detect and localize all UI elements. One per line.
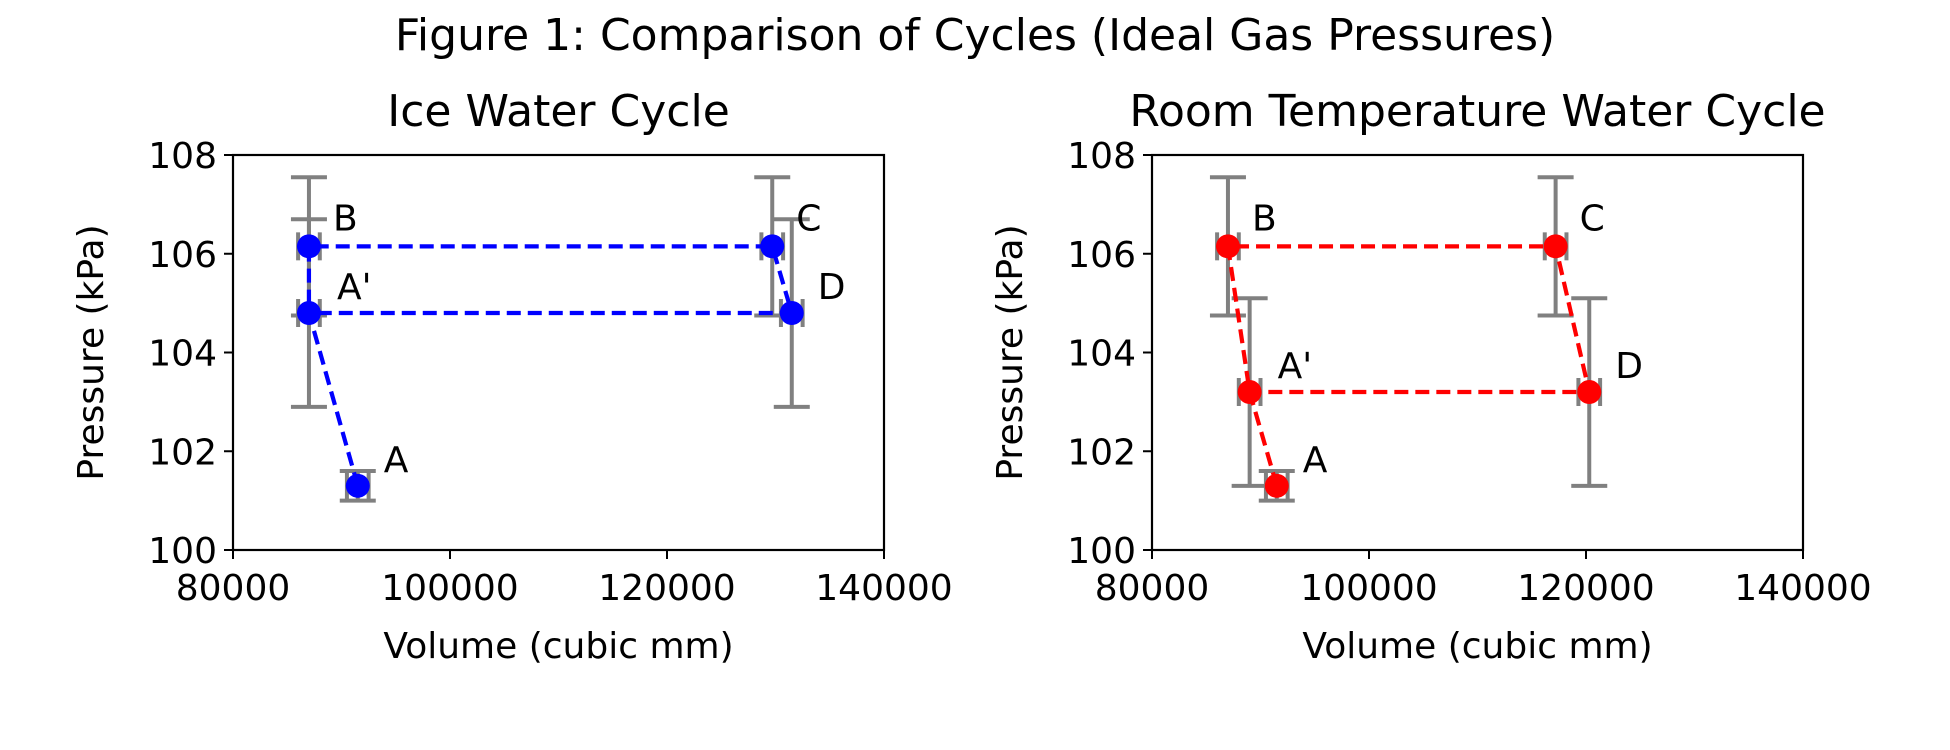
point-label-A: A	[1303, 440, 1328, 481]
x-axis-label: Volume (cubic mm)	[1302, 626, 1652, 667]
x-tick-label: 80000	[176, 568, 291, 609]
data-point-A	[1264, 473, 1289, 498]
y-tick-label: 108	[148, 136, 217, 177]
cycle-path-line	[306, 244, 794, 487]
subplot-title: Room Temperature Water Cycle	[1129, 86, 1825, 137]
data-point-B	[296, 234, 321, 259]
y-tick-label: 106	[1067, 235, 1136, 276]
x-tick-label: 140000	[815, 568, 952, 609]
ice-water-cycle-panel: Ice Water Cycle 80000 100000 120000 140000 10…	[71, 86, 953, 667]
y-axis-label: Pressure (kPa)	[71, 224, 112, 480]
cycle-path-line	[1225, 244, 1592, 487]
y-tick-label: 106	[148, 235, 217, 276]
y-tick-label: 104	[1067, 334, 1136, 375]
data-point-D	[1577, 380, 1602, 404]
point-label-A: A	[384, 440, 409, 481]
subplot-title: Ice Water Cycle	[387, 86, 730, 137]
y-tick-label: 100	[148, 531, 217, 572]
point-label-D: D	[818, 267, 846, 308]
x-tick-label: 120000	[1517, 568, 1654, 609]
y-axis-label: Pressure (kPa)	[990, 224, 1031, 480]
point-label-A': A'	[1278, 346, 1313, 387]
plot-frame	[231, 153, 886, 552]
point-label-C: C	[1580, 198, 1605, 239]
data-point-C	[1543, 234, 1568, 259]
point-label-A': A'	[337, 267, 372, 308]
point-label-B: B	[1252, 198, 1277, 239]
data-point-A'	[1237, 380, 1262, 404]
x-axis-label: Volume (cubic mm)	[383, 626, 733, 667]
data-point-A'	[296, 301, 321, 325]
x-tick-label: 80000	[1095, 568, 1210, 609]
data-point-B	[1215, 234, 1240, 259]
data-point-A	[345, 473, 370, 498]
y-tick-label: 102	[148, 432, 217, 473]
point-label-D: D	[1615, 346, 1643, 387]
x-tick-label: 120000	[598, 568, 735, 609]
y-tick-label: 104	[148, 334, 217, 375]
room-temperature-water-cycle-panel: Room Temperature Water Cycle 80000 100000 1…	[990, 86, 1872, 667]
figure-title: Figure 1: Comparison of Cycles (Ideal Ga…	[395, 10, 1555, 61]
x-tick-label: 100000	[1300, 568, 1437, 609]
y-tick-label: 100	[1067, 531, 1136, 572]
data-point-D	[779, 301, 804, 325]
y-tick-label: 108	[1067, 136, 1136, 177]
y-tick-label: 102	[1067, 432, 1136, 473]
x-tick-label: 100000	[381, 568, 518, 609]
x-tick-label: 140000	[1734, 568, 1871, 609]
data-point-C	[760, 234, 785, 259]
point-label-B: B	[333, 198, 358, 239]
point-label-C: C	[796, 198, 821, 239]
